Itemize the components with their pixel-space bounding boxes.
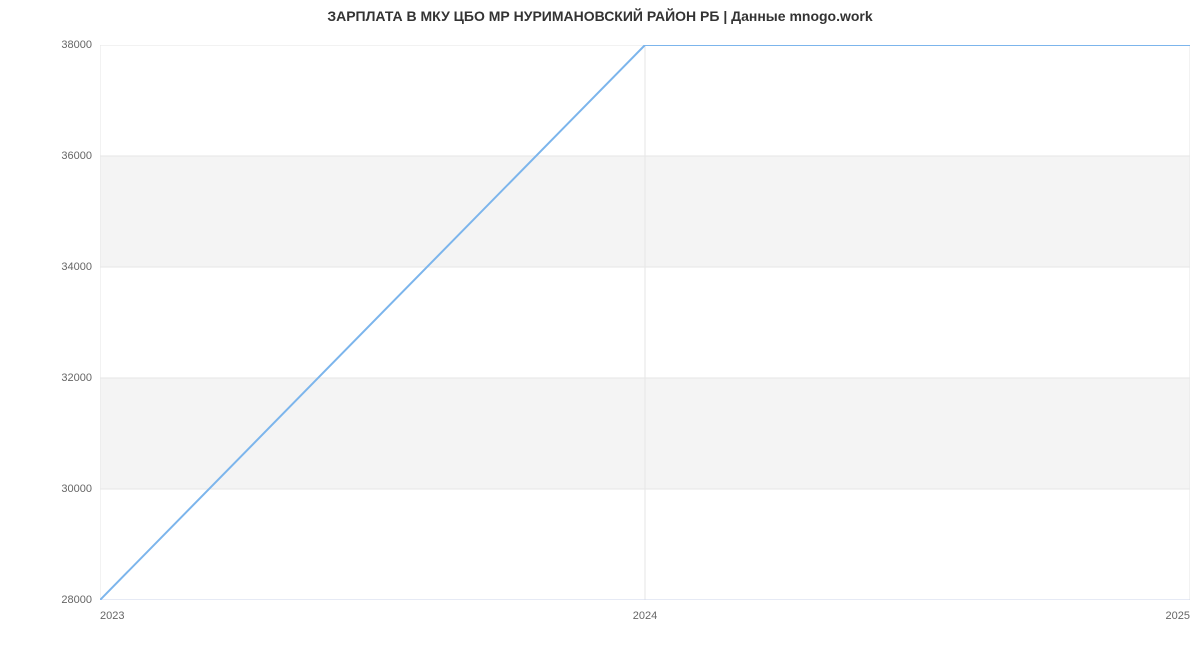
y-tick-label: 32000 [0, 372, 92, 384]
y-tick-label: 30000 [0, 483, 92, 495]
y-tick-label: 34000 [0, 261, 92, 273]
y-tick-label: 38000 [0, 39, 92, 51]
chart-title: ЗАРПЛАТА В МКУ ЦБО МР НУРИМАНОВСКИЙ РАЙО… [0, 8, 1200, 24]
plot-area [100, 45, 1190, 600]
y-tick-label: 28000 [0, 594, 92, 606]
salary-line-chart: ЗАРПЛАТА В МКУ ЦБО МР НУРИМАНОВСКИЙ РАЙО… [0, 0, 1200, 650]
x-tick-label: 2025 [1166, 610, 1190, 622]
y-tick-label: 36000 [0, 150, 92, 162]
x-tick-label: 2023 [100, 610, 124, 622]
x-tick-label: 2024 [633, 610, 657, 622]
